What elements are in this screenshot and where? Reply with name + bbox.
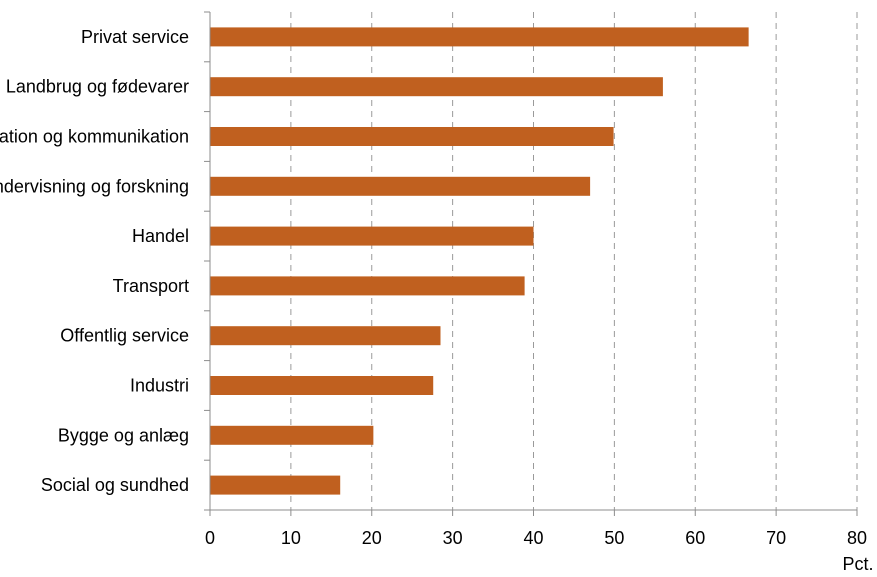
x-tick-label-30: 30 [443, 528, 463, 548]
tick-labels: 0 10 20 30 40 50 60 70 80 [205, 528, 867, 548]
bar-7 [210, 376, 434, 395]
bar-8 [210, 425, 374, 445]
category-label-7: Industri [130, 376, 189, 396]
category-label-5: Transport [113, 276, 189, 296]
x-tick-label-20: 20 [362, 528, 382, 548]
category-labels: Privat service Landbrug og fødevarer Infor… [0, 27, 189, 495]
bar-3 [210, 176, 591, 196]
category-label-0: Privat service [81, 27, 189, 47]
x-tick-label-80: 80 [847, 528, 867, 548]
bar-4 [210, 226, 534, 246]
bar-5 [210, 276, 525, 296]
category-label-1: Landbrug og fødevarer [6, 77, 189, 97]
x-tick-label-70: 70 [766, 528, 786, 548]
x-axis-unit-label: Pct. [842, 554, 873, 574]
axes [204, 11, 858, 516]
bar-1 [210, 77, 663, 97]
category-label-3: Undervisning og forskning [0, 176, 189, 196]
bar-0 [210, 27, 749, 47]
bar-9 [210, 475, 341, 495]
bar-6 [210, 326, 441, 346]
x-tick-label-10: 10 [281, 528, 301, 548]
x-tick-label-60: 60 [685, 528, 705, 548]
bar-2 [210, 127, 614, 146]
bars [210, 27, 749, 495]
category-label-6: Offentlig service [60, 326, 189, 346]
x-tick-label-50: 50 [604, 528, 624, 548]
category-label-8: Bygge og anlæg [58, 425, 189, 445]
category-label-4: Handel [132, 226, 189, 246]
x-tick-label-40: 40 [523, 528, 543, 548]
x-tick-label-0: 0 [205, 528, 215, 548]
category-label-2: Information og kommunikation [0, 127, 189, 147]
category-label-9: Social og sundhed [41, 475, 189, 495]
